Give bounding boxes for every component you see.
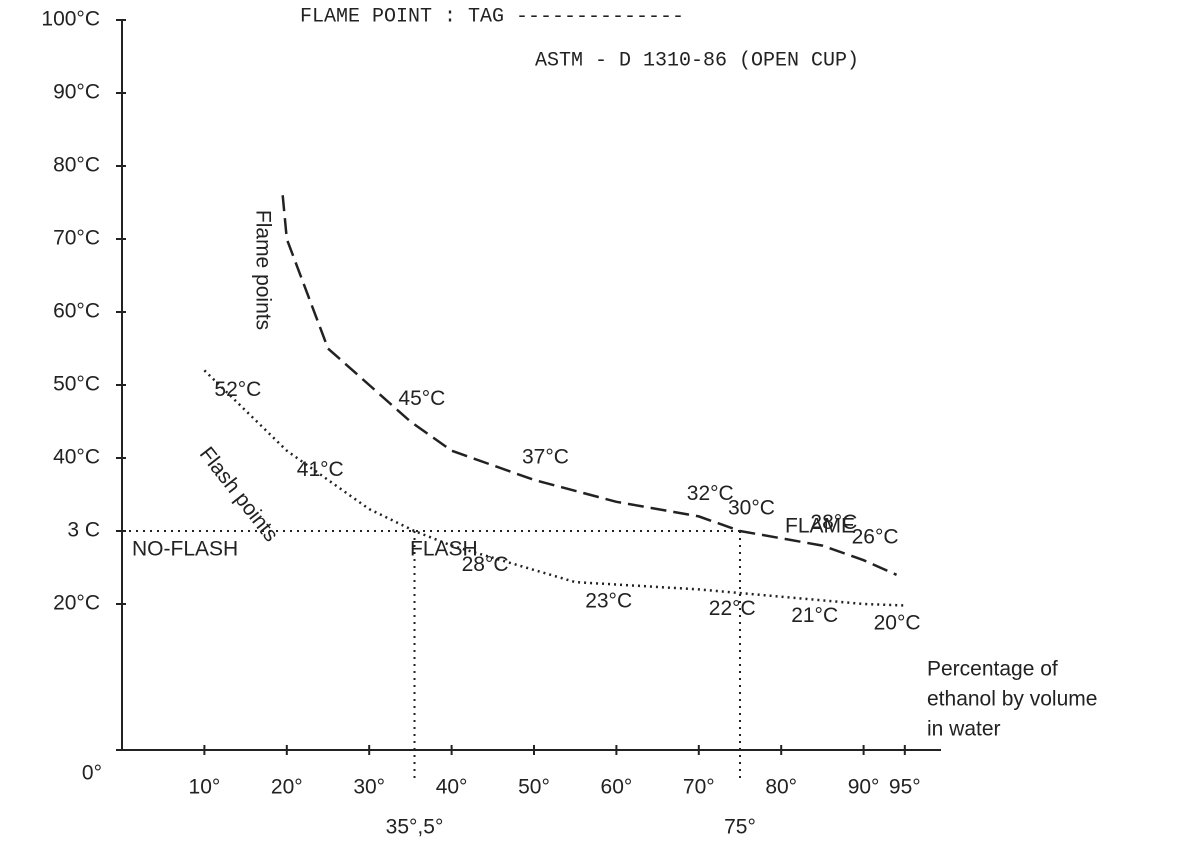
- value-label: 22°C: [709, 597, 756, 620]
- x-tick-label: 30°: [353, 776, 385, 799]
- chart-subtitle: ASTM - D 1310-86 (OPEN CUP): [535, 49, 859, 72]
- value-label: 28°C: [810, 511, 857, 534]
- value-label: 41°C: [297, 458, 344, 481]
- y-tick-label: 80°C: [53, 154, 100, 177]
- x-tick-label: 70°: [683, 776, 715, 799]
- y-tick-label: 100°C: [41, 8, 100, 31]
- y-tick-label: 70°C: [53, 227, 100, 250]
- y-tick-label: 3 C: [67, 519, 100, 542]
- x-tick-label: 40°: [436, 776, 468, 799]
- value-label: 45°C: [398, 387, 445, 410]
- y-tick-label: 20°C: [53, 592, 100, 615]
- region-label: NO-FLASH: [132, 538, 238, 561]
- value-label: 28°C: [462, 553, 509, 576]
- reference-label: 35°,5°: [386, 816, 444, 839]
- region-label: FLAME: [785, 515, 855, 538]
- value-label: 52°C: [214, 378, 261, 401]
- value-label: 37°C: [522, 445, 569, 468]
- y-tick-label: 90°C: [53, 81, 100, 104]
- x-tick-label: 50°: [518, 776, 550, 799]
- value-label: 30°C: [728, 497, 775, 520]
- x-tick-label: 80°: [765, 776, 797, 799]
- x-tick-label: 90°: [848, 776, 880, 799]
- reference-label: 75°: [724, 816, 756, 839]
- value-label: 26°C: [852, 526, 899, 549]
- value-label: 20°C: [874, 612, 921, 635]
- y-tick-label: 0°: [82, 762, 102, 785]
- series-line: [281, 195, 898, 576]
- region-label: FLASH: [410, 538, 478, 561]
- series-name: Flame points: [251, 210, 274, 330]
- y-tick-label: 60°C: [53, 300, 100, 323]
- value-label: 21°C: [791, 604, 838, 627]
- y-tick-label: 40°C: [53, 446, 100, 469]
- series-line: [203, 369, 905, 607]
- value-label: 23°C: [585, 590, 632, 613]
- value-label: 32°C: [687, 482, 734, 505]
- x-axis-label: ethanol by volume: [927, 688, 1097, 711]
- x-tick-label: 10°: [189, 776, 221, 799]
- x-axis-label: Percentage of: [927, 658, 1058, 681]
- x-tick-label: 60°: [601, 776, 633, 799]
- x-tick-label: 95°: [889, 776, 921, 799]
- y-tick-label: 50°C: [53, 373, 100, 396]
- chart-title: FLAME POINT : TAG --------------: [300, 5, 684, 28]
- x-axis-label: in water: [927, 718, 1001, 741]
- x-tick-label: 20°: [271, 776, 303, 799]
- series-name: Flash points: [195, 443, 283, 546]
